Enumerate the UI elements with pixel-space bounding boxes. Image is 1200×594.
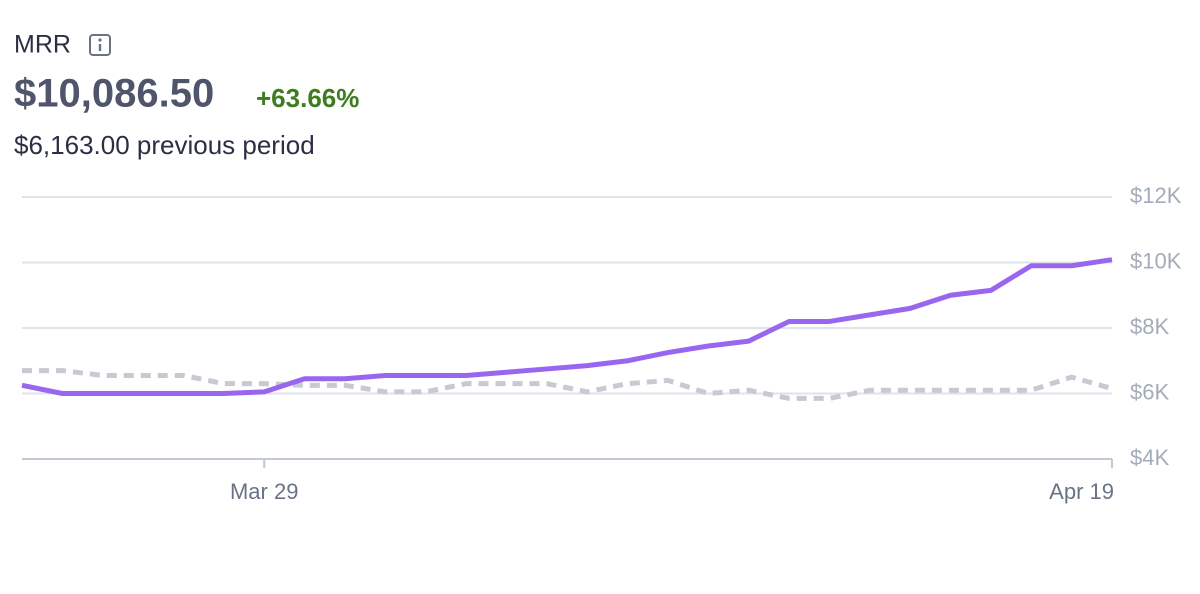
x-tick-label: Apr 19 xyxy=(1049,479,1114,504)
y-tick-label: $8K xyxy=(1130,314,1169,339)
info-dot xyxy=(98,38,102,42)
y-tick-label: $6K xyxy=(1130,379,1169,404)
y-tick-label: $4K xyxy=(1130,445,1169,470)
metric-title: MRR xyxy=(14,31,71,59)
metric-value: $10,086.50 xyxy=(14,72,214,116)
y-tick-label: $10K xyxy=(1130,248,1182,273)
series-line xyxy=(21,257,1113,396)
info-box[interactable] xyxy=(89,34,111,56)
metric-change: +63.66% xyxy=(256,83,359,113)
x-tick-label: Mar 29 xyxy=(230,479,298,504)
previous-period: $6,163.00 previous period xyxy=(14,130,315,160)
info-icon[interactable] xyxy=(89,34,111,56)
series-line xyxy=(22,368,1113,401)
y-tick-label: $12K xyxy=(1130,183,1182,208)
